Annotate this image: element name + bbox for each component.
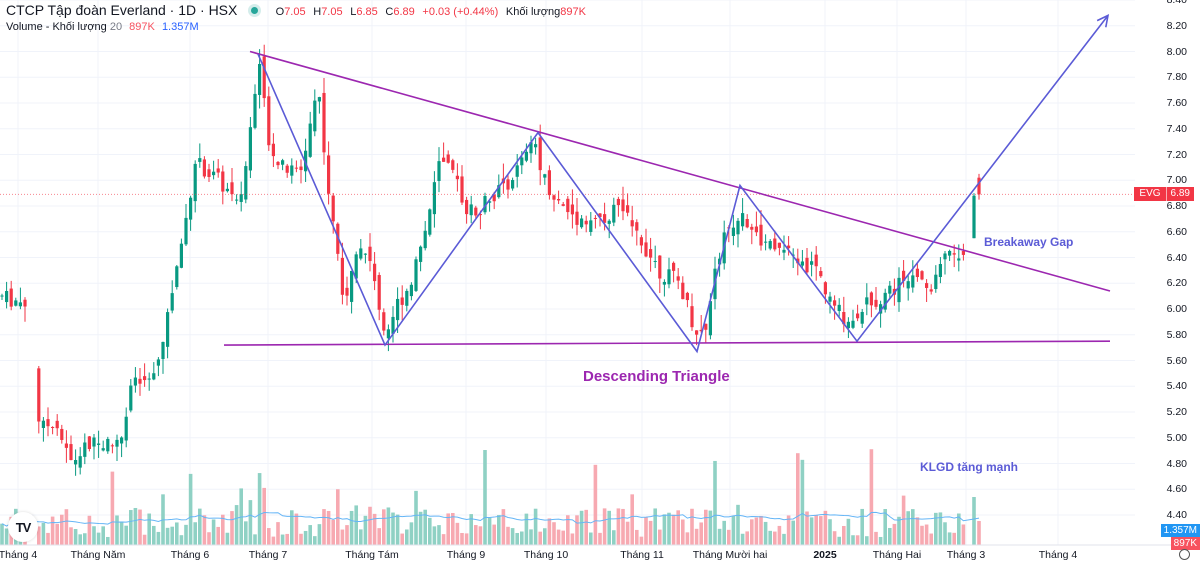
settings-gear-icon[interactable] — [1179, 549, 1190, 560]
last-price-tag: EVG 6.89 — [1134, 187, 1194, 201]
symbol-title[interactable]: CTCP Tập đoàn Everland · 1D · HSX — [6, 2, 238, 18]
time-tick: Tháng 6 — [170, 549, 210, 561]
volume-annotation: KLGD tăng mạnh — [920, 460, 1018, 474]
volume-tag: 897K — [1170, 537, 1200, 550]
time-tick: Tháng 9 — [446, 549, 486, 561]
time-tick: Tháng Mười hai — [692, 549, 768, 561]
time-tick: Tháng 7 — [248, 549, 288, 561]
price-tick: 4.40 — [1166, 509, 1187, 521]
price-tick: 8.00 — [1166, 45, 1187, 58]
volume-current: 897K — [129, 21, 155, 33]
price-tick: 5.80 — [1166, 328, 1187, 341]
price-tick: 8.20 — [1166, 19, 1187, 32]
volume-indicator-label: Volume - Khối lượng — [6, 21, 107, 33]
price-tick: 4.80 — [1166, 457, 1187, 470]
price-tick: 5.40 — [1166, 380, 1187, 393]
price-tick: 6.20 — [1166, 277, 1187, 290]
price-tick: 7.20 — [1166, 148, 1187, 161]
price-tick: 5.00 — [1166, 431, 1187, 444]
time-tick: Tháng 10 — [523, 549, 569, 561]
price-tick: 7.00 — [1166, 174, 1187, 187]
volume-ma: 1.357M — [161, 21, 199, 33]
price-tick: 5.60 — [1166, 354, 1187, 367]
price-tick: 6.60 — [1166, 225, 1187, 238]
time-tick: Tháng 11 — [620, 549, 664, 561]
ohlc-low: L6.85 — [350, 6, 378, 18]
time-tick: Tháng 3 — [946, 549, 986, 561]
time-tick: 2025 — [813, 549, 837, 561]
time-tick: Tháng Hai — [872, 549, 922, 561]
price-tick: 4.60 — [1166, 483, 1187, 496]
price-tag-value: 6.89 — [1166, 187, 1194, 201]
volume-ma-tag: 1.357M — [1160, 524, 1200, 537]
time-tick: Tháng 4 — [0, 549, 38, 561]
price-change: +0.03 (+0.44%) — [422, 6, 499, 18]
time-tick: Tháng 4 — [1038, 549, 1078, 561]
ohlc-high: H7.05 — [313, 6, 343, 18]
volume-legend[interactable]: Volume - Khối lượng 20 897K 1.357M — [6, 21, 199, 33]
ohlc-close: C6.89 — [385, 6, 415, 18]
volume-period: 20 — [109, 21, 123, 33]
price-tick: 6.40 — [1166, 251, 1187, 264]
price-tick: 7.80 — [1166, 71, 1187, 84]
time-tick: Tháng Năm — [70, 549, 126, 561]
volume-label: Khối lượng — [505, 6, 561, 18]
price-tick: 6.80 — [1166, 200, 1187, 212]
chart-legend: CTCP Tập đoàn Everland · 1D · HSX O7.05 … — [6, 2, 586, 18]
market-status-icon — [251, 7, 258, 14]
price-tick: 7.40 — [1166, 122, 1187, 135]
volume-value: 897K — [560, 6, 586, 18]
price-tick: 6.00 — [1166, 303, 1187, 315]
price-tag-symbol: EVG — [1134, 187, 1167, 201]
tradingview-logo-icon[interactable]: TV — [8, 512, 38, 542]
price-tick: 8.40 — [1166, 0, 1187, 6]
price-tick: 7.60 — [1166, 97, 1187, 109]
time-tick: Tháng Tám — [345, 549, 399, 561]
ohlc-open: O7.05 — [275, 6, 306, 18]
price-tick: 5.20 — [1166, 406, 1187, 418]
gap-annotation: Breakaway Gap — [984, 235, 1074, 249]
pattern-annotation: Descending Triangle — [583, 368, 730, 385]
